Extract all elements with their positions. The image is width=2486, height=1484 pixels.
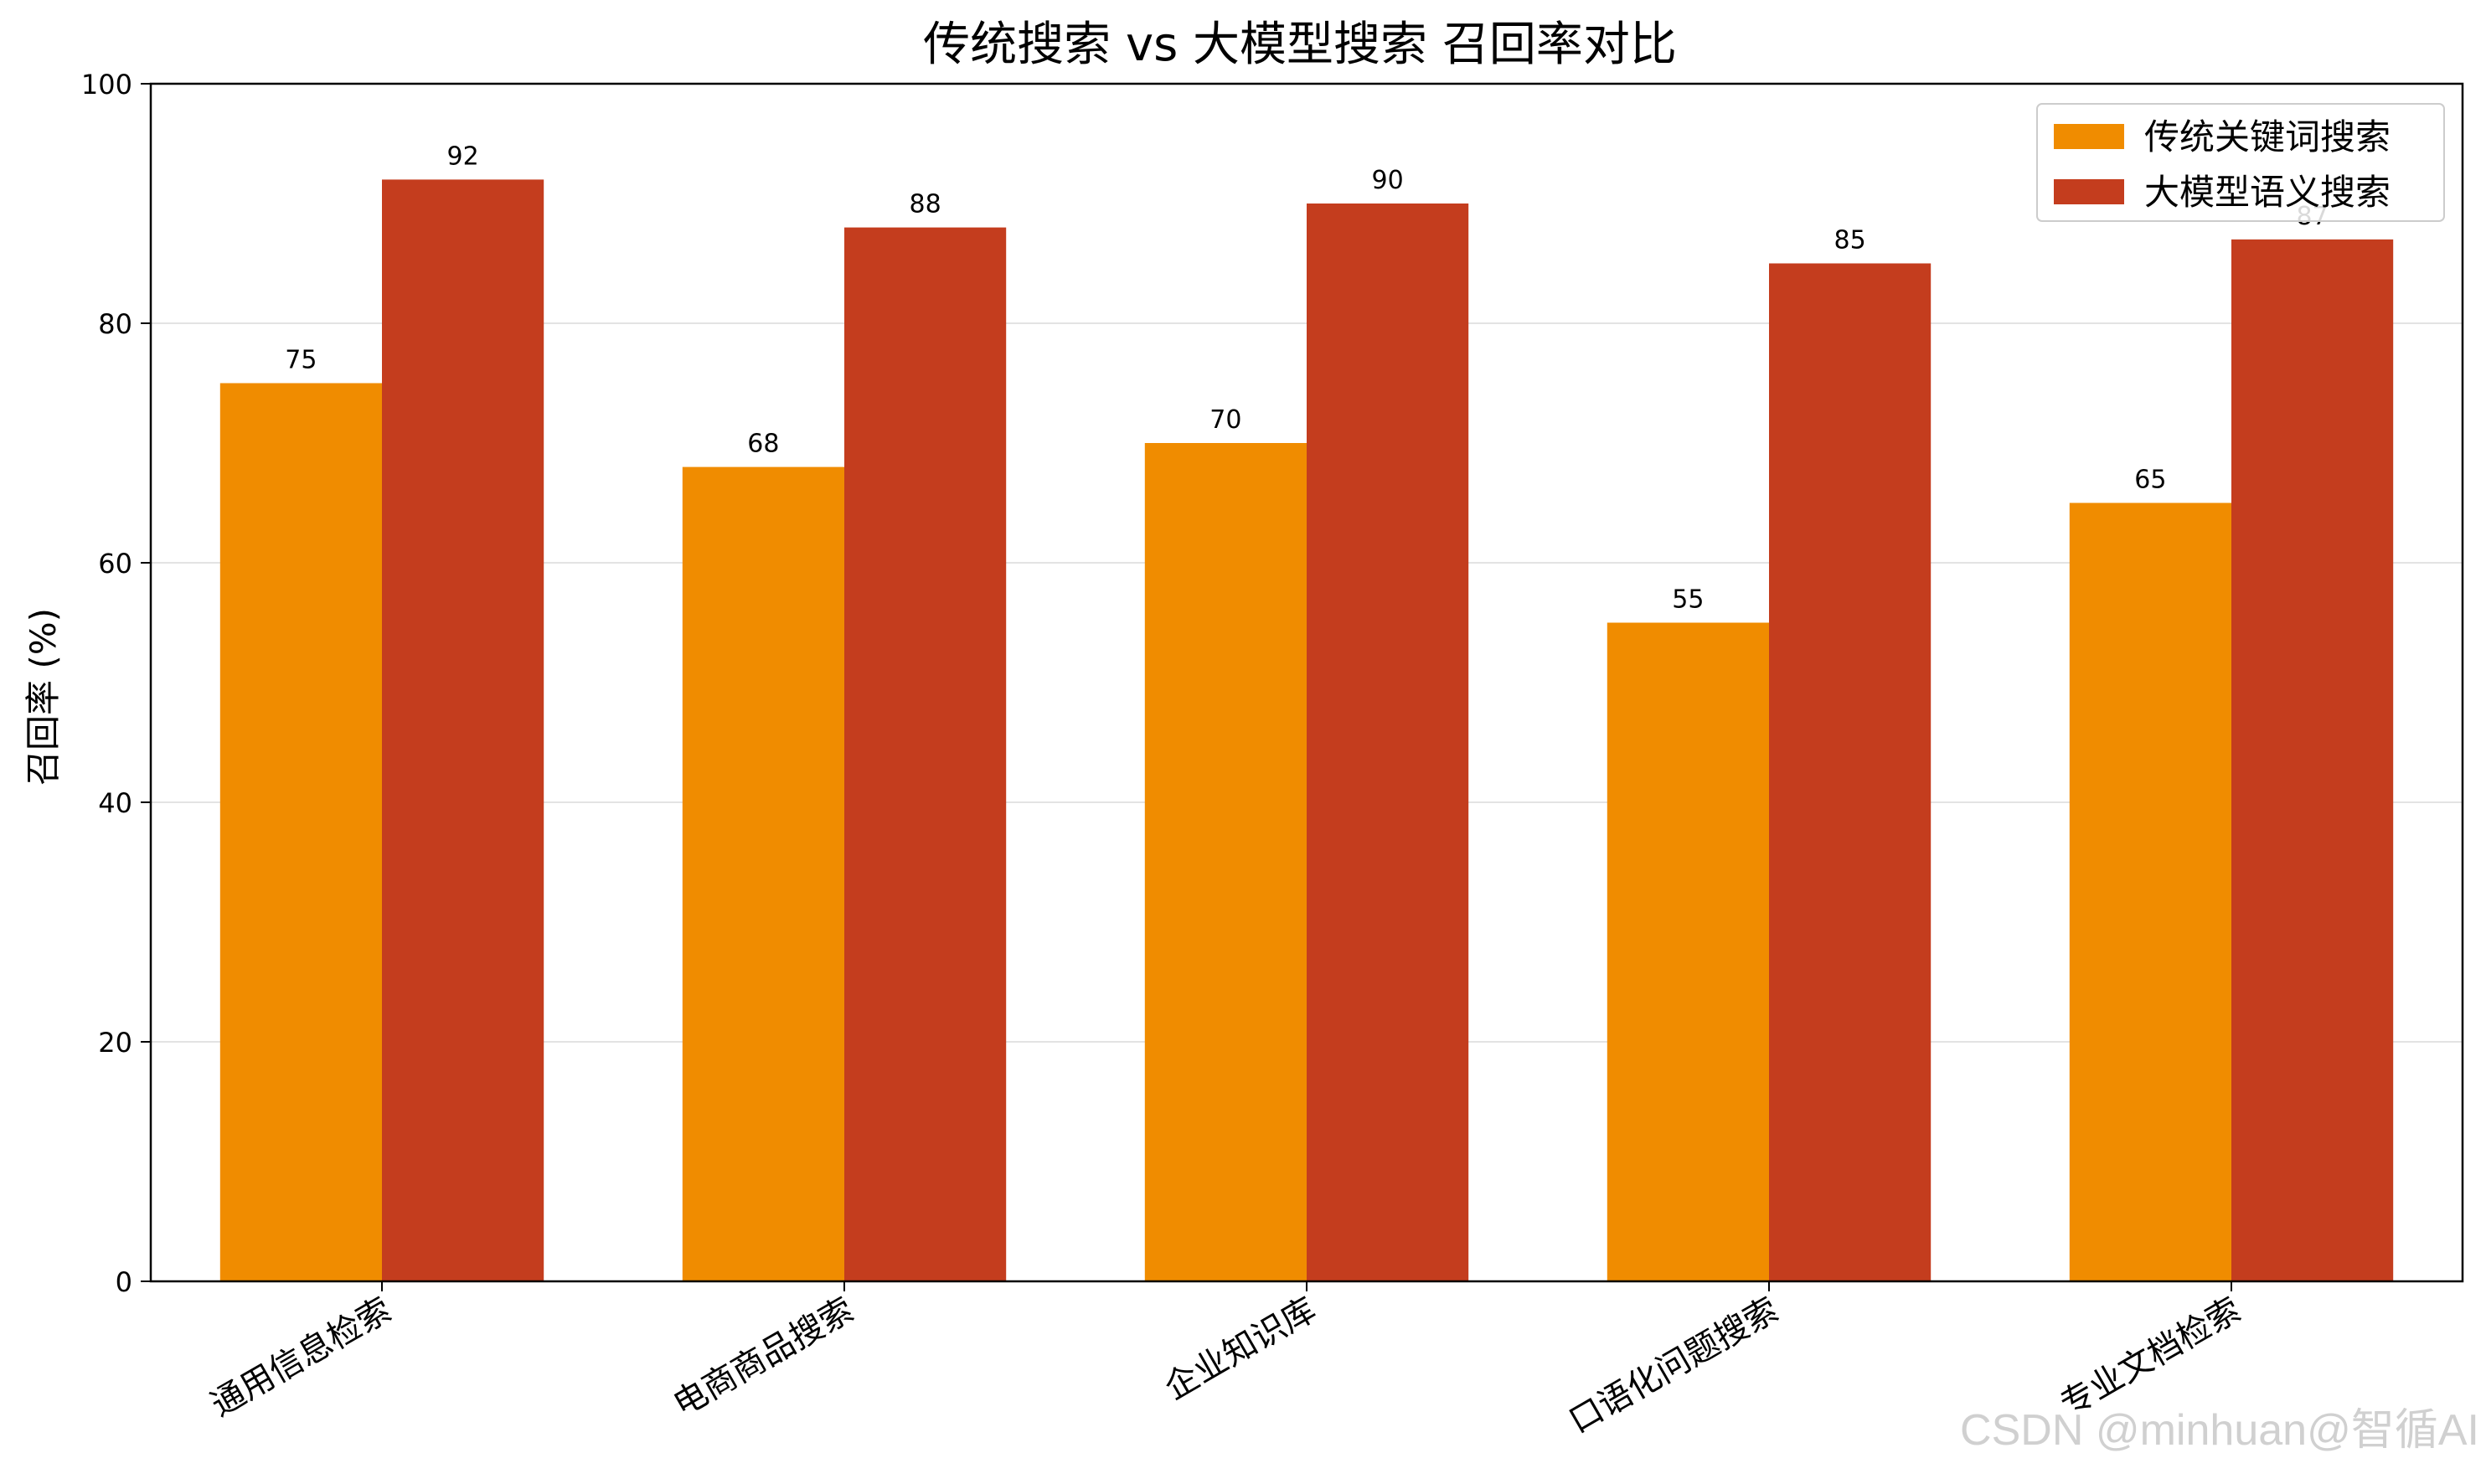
x-tick-label: 口语化问题搜索 — [1563, 1291, 1785, 1441]
bar-value-label: 55 — [1672, 585, 1704, 615]
bar — [2069, 502, 2231, 1281]
x-tick-label: 企业知识库 — [1158, 1291, 1323, 1408]
bar — [2231, 239, 2394, 1281]
bar — [1607, 622, 1769, 1281]
bar-value-label: 68 — [747, 430, 779, 459]
legend-swatch — [2054, 179, 2124, 204]
bar — [844, 227, 1007, 1282]
data-labels: 75926888709055856587 — [285, 142, 2328, 614]
x-tick-label: 通用信息检索 — [204, 1291, 398, 1425]
chart-title: 传统搜索 vs 大模型搜索 召回率对比 — [923, 18, 1677, 72]
legend-swatch — [2054, 124, 2124, 149]
bar — [1769, 263, 1932, 1281]
x-tick-label: 电商商品搜索 — [667, 1291, 860, 1425]
y-tick-label: 60 — [98, 548, 132, 580]
y-tick-label: 0 — [116, 1266, 132, 1298]
y-tick-label: 20 — [98, 1027, 132, 1059]
bar-value-label: 88 — [910, 190, 941, 219]
y-axis-label: 召回率 (%) — [23, 608, 64, 786]
bar — [1144, 443, 1307, 1281]
bar-value-label: 65 — [2134, 466, 2166, 495]
legend-label: 大模型语义搜索 — [2144, 172, 2391, 213]
bar-value-label: 75 — [285, 346, 317, 375]
legend-box — [2036, 103, 2445, 222]
bars — [219, 179, 2394, 1282]
bar — [1307, 204, 1469, 1281]
bar — [219, 383, 382, 1281]
bar-value-label: 90 — [1372, 166, 1404, 195]
y-tick-label: 100 — [81, 69, 132, 100]
bar-value-label: 92 — [447, 142, 479, 171]
bar — [382, 179, 544, 1281]
y-tick-label: 80 — [98, 308, 132, 340]
legend-label: 传统关键词搜索 — [2144, 116, 2391, 157]
y-tick-label: 40 — [98, 787, 132, 819]
plot-frame — [149, 82, 2464, 1283]
bar-value-label: 85 — [1834, 226, 1866, 255]
bar-value-label: 70 — [1209, 405, 1241, 435]
watermark: CSDN @minhuan@智循AI — [1960, 1406, 2479, 1455]
bar — [682, 466, 844, 1281]
